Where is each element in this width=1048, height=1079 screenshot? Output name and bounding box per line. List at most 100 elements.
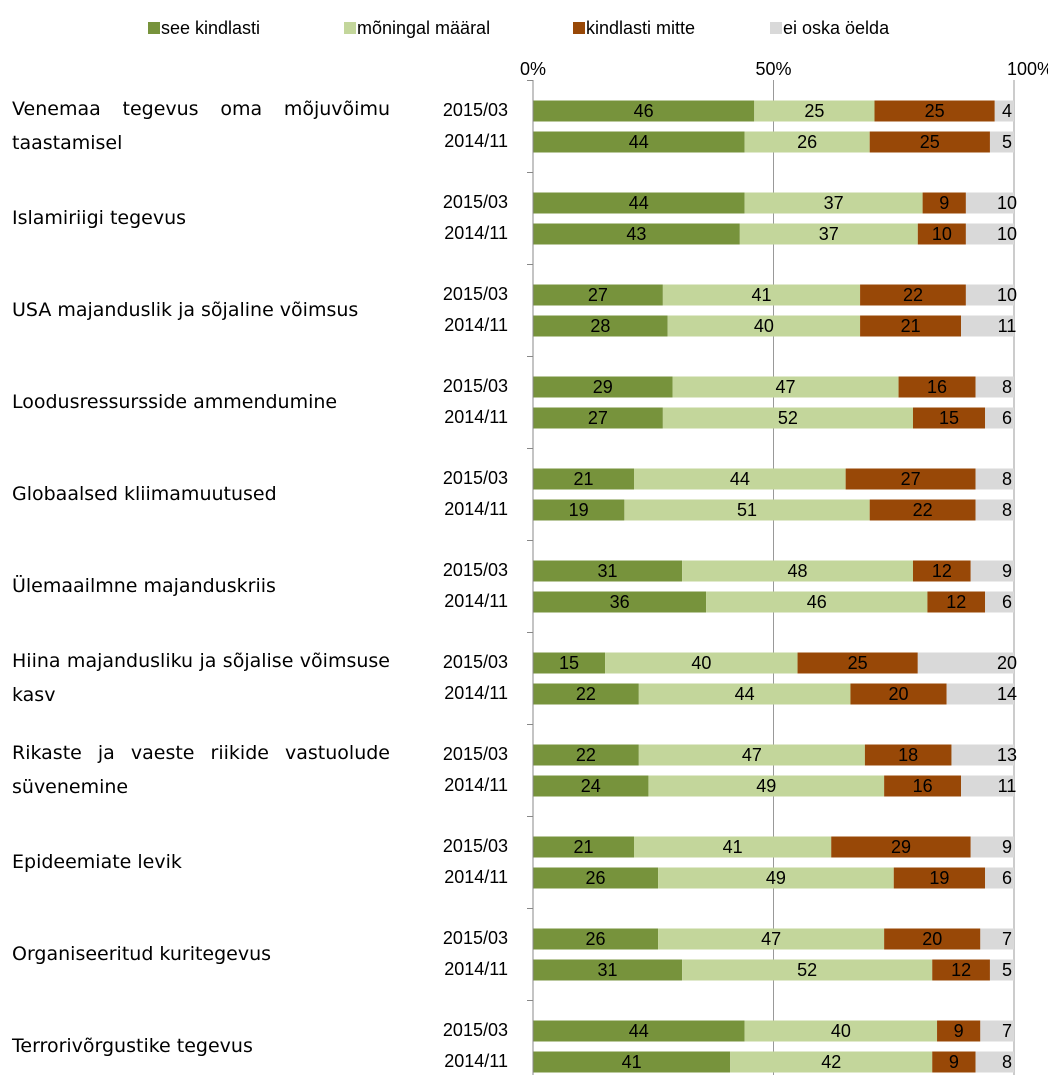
bar-segment: [667, 315, 861, 337]
group-label: USA majanduslik ja sõjaline võimsus: [12, 270, 390, 350]
group-label: Epideemiate levik: [12, 822, 390, 902]
bar-segment: [980, 1020, 1014, 1042]
bar-segment: [975, 376, 1014, 398]
value-label: 49: [766, 868, 786, 888]
y-tick-label: 2015/03: [443, 744, 508, 764]
value-label: 40: [754, 316, 774, 336]
bar-segment: [932, 959, 990, 981]
bar-segment: [533, 560, 683, 582]
bar-segment: [874, 100, 995, 122]
value-label: 41: [751, 285, 771, 305]
bar-segment: [648, 775, 885, 797]
value-label: 4: [1002, 101, 1012, 121]
y-tick-label: 2014/11: [444, 775, 508, 795]
group-label-text: Hiina majandusliku ja sõjalise võimsuse …: [12, 650, 390, 706]
bar-segment: [533, 683, 639, 705]
bar-segment: [533, 652, 606, 674]
value-label: 52: [797, 960, 817, 980]
value-label: 36: [610, 592, 630, 612]
y-tick-label: 2014/11: [444, 223, 508, 243]
value-label: 9: [954, 1021, 964, 1041]
bar-segment: [533, 131, 745, 153]
value-label: 37: [824, 193, 844, 213]
value-label: 47: [761, 929, 781, 949]
bar-segment: [672, 376, 899, 398]
value-label: 9: [949, 1052, 959, 1072]
group-label-text: Globaalsed kliimamuutused: [12, 483, 277, 505]
value-label: 49: [756, 776, 776, 796]
bar-segment: [965, 192, 1014, 214]
value-label: 10: [932, 224, 952, 244]
value-label: 5: [1002, 132, 1012, 152]
value-label: 43: [626, 224, 646, 244]
bar-segment: [744, 131, 870, 153]
y-tick-label: 2014/11: [444, 591, 508, 611]
legend-label: see kindlasti: [161, 18, 260, 38]
value-label: 10: [997, 285, 1017, 305]
bar-segment: [533, 744, 639, 766]
value-label: 31: [598, 960, 618, 980]
value-label: 20: [922, 929, 942, 949]
group-label: Rikaste ja vaeste riikide vastuolude süv…: [12, 730, 390, 810]
bar-segment: [624, 499, 870, 521]
value-label: 7: [1002, 929, 1012, 949]
bar-segment: [744, 1020, 938, 1042]
bar-segment: [739, 223, 918, 245]
bar-segment: [965, 223, 1014, 245]
bar-segment: [869, 131, 990, 153]
bar-segment: [533, 223, 740, 245]
value-label: 28: [590, 316, 610, 336]
y-tick-label: 2015/03: [443, 928, 508, 948]
bar-segment: [850, 683, 947, 705]
y-tick-label: 2015/03: [443, 100, 508, 120]
bar-segment: [533, 284, 663, 306]
bar-segment: [884, 775, 962, 797]
y-tick-label: 2015/03: [443, 560, 508, 580]
value-label: 5: [1002, 960, 1012, 980]
value-label: 11: [998, 316, 1017, 336]
value-label: 26: [797, 132, 817, 152]
bar-segment: [605, 652, 798, 674]
value-label: 42: [821, 1052, 841, 1072]
value-label: 6: [1002, 868, 1012, 888]
value-label: 10: [997, 193, 1017, 213]
value-label: 12: [951, 960, 971, 980]
group-label: Organiseeritud kuritegevus: [12, 914, 390, 994]
group-label-text: Organiseeritud kuritegevus: [12, 943, 272, 965]
value-label: 48: [788, 561, 808, 581]
bar-segment: [533, 959, 683, 981]
bar-segment: [985, 591, 1014, 613]
value-label: 29: [593, 377, 613, 397]
value-label: 19: [569, 500, 589, 520]
group-label: Ülemaailmne majanduskriis: [12, 546, 390, 626]
value-label: 22: [913, 500, 933, 520]
value-label: 7: [1002, 1021, 1012, 1041]
value-label: 47: [742, 745, 762, 765]
value-label: 20: [889, 684, 909, 704]
value-label: 16: [927, 377, 947, 397]
value-label: 12: [946, 592, 966, 612]
bar-segment: [533, 192, 745, 214]
bar-segment: [965, 284, 1014, 306]
group-label: Hiina majandusliku ja sõjalise võimsuse …: [12, 638, 390, 718]
bar-segment: [533, 775, 649, 797]
bar-segment: [985, 867, 1014, 889]
value-label: 16: [913, 776, 933, 796]
group-label: Loodusressursside ammendumine: [12, 362, 390, 442]
y-tick-label: 2015/03: [443, 1020, 508, 1040]
bar-segment: [533, 407, 663, 429]
bar-segment: [658, 867, 894, 889]
bar-segment: [533, 100, 755, 122]
x-tick-label: 50%: [755, 59, 791, 79]
bar-segment: [989, 131, 1014, 153]
legend-swatch: [344, 22, 356, 34]
bar-segment: [985, 407, 1014, 429]
value-label: 15: [559, 653, 579, 673]
group-label: Terrorivõrgustike tegevus: [12, 1006, 390, 1079]
bar-segment: [754, 100, 875, 122]
value-label: 19: [929, 868, 949, 888]
bar-segment: [533, 499, 625, 521]
group-label: Islamiriigi tegevus: [12, 178, 390, 258]
group-label: Venemaa tegevus oma mõjuvõimu taastamise…: [12, 86, 390, 166]
